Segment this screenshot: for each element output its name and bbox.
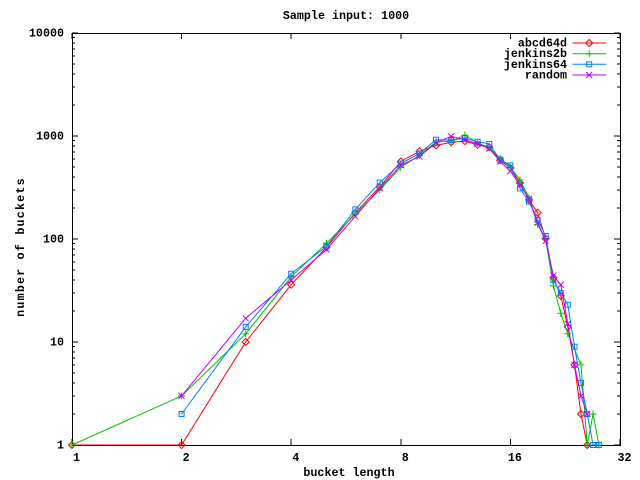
svg-text:16: 16 [508, 451, 522, 465]
svg-text:32: 32 [617, 451, 631, 465]
svg-text:bucket length: bucket length [303, 466, 394, 480]
svg-text:2: 2 [183, 451, 190, 465]
svg-text:random: random [525, 69, 567, 83]
svg-text:4: 4 [292, 451, 299, 465]
svg-text:1: 1 [73, 451, 80, 465]
svg-text:jenkins64: jenkins64 [504, 58, 567, 72]
svg-text:Sample input: 1000: Sample input: 1000 [283, 9, 409, 23]
svg-text:10000: 10000 [29, 27, 64, 41]
svg-text:abcd64d: abcd64d [518, 37, 567, 51]
svg-text:100: 100 [43, 233, 64, 247]
svg-text:jenkins2b: jenkins2b [504, 47, 567, 61]
svg-text:number of buckets: number of buckets [14, 177, 28, 317]
svg-text:8: 8 [402, 451, 409, 465]
svg-text:1000: 1000 [36, 130, 64, 144]
svg-text:10: 10 [50, 336, 64, 350]
svg-text:1: 1 [57, 439, 64, 453]
